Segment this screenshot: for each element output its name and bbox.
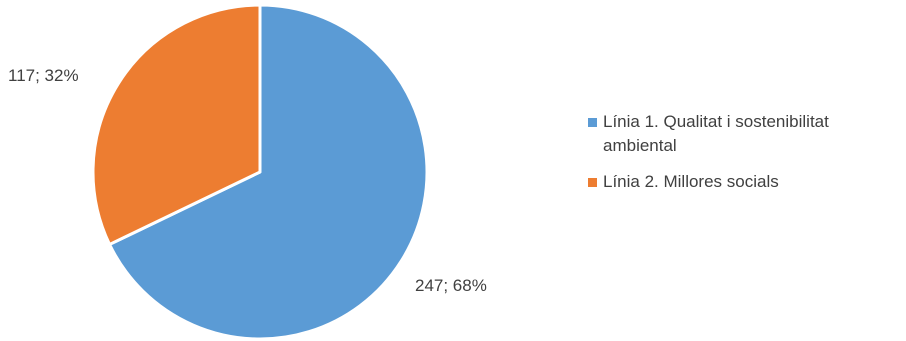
- legend-swatch-linia-1: [588, 118, 597, 127]
- pie-data-labels: 247; 68% 117; 32%: [8, 66, 487, 295]
- pie-slice-linia-2: [91, 3, 262, 246]
- legend-label-linia-2: Línia 2. Millores socials: [603, 172, 779, 191]
- pie-slices: [91, 3, 429, 341]
- legend-item-linia-1: Línia 1. Qualitat i sostenibilitat ambie…: [588, 110, 900, 158]
- data-label-linia-1: 247; 68%: [415, 276, 487, 295]
- legend-swatch-linia-2: [588, 178, 597, 187]
- pie-slice-linia-1: [108, 3, 429, 341]
- legend-label-linia-1: Línia 1. Qualitat i sostenibilitat ambie…: [603, 112, 829, 155]
- legend: Línia 1. Qualitat i sostenibilitat ambie…: [588, 110, 900, 206]
- legend-item-linia-2: Línia 2. Millores socials: [588, 170, 900, 194]
- data-label-linia-2: 117; 32%: [8, 66, 79, 85]
